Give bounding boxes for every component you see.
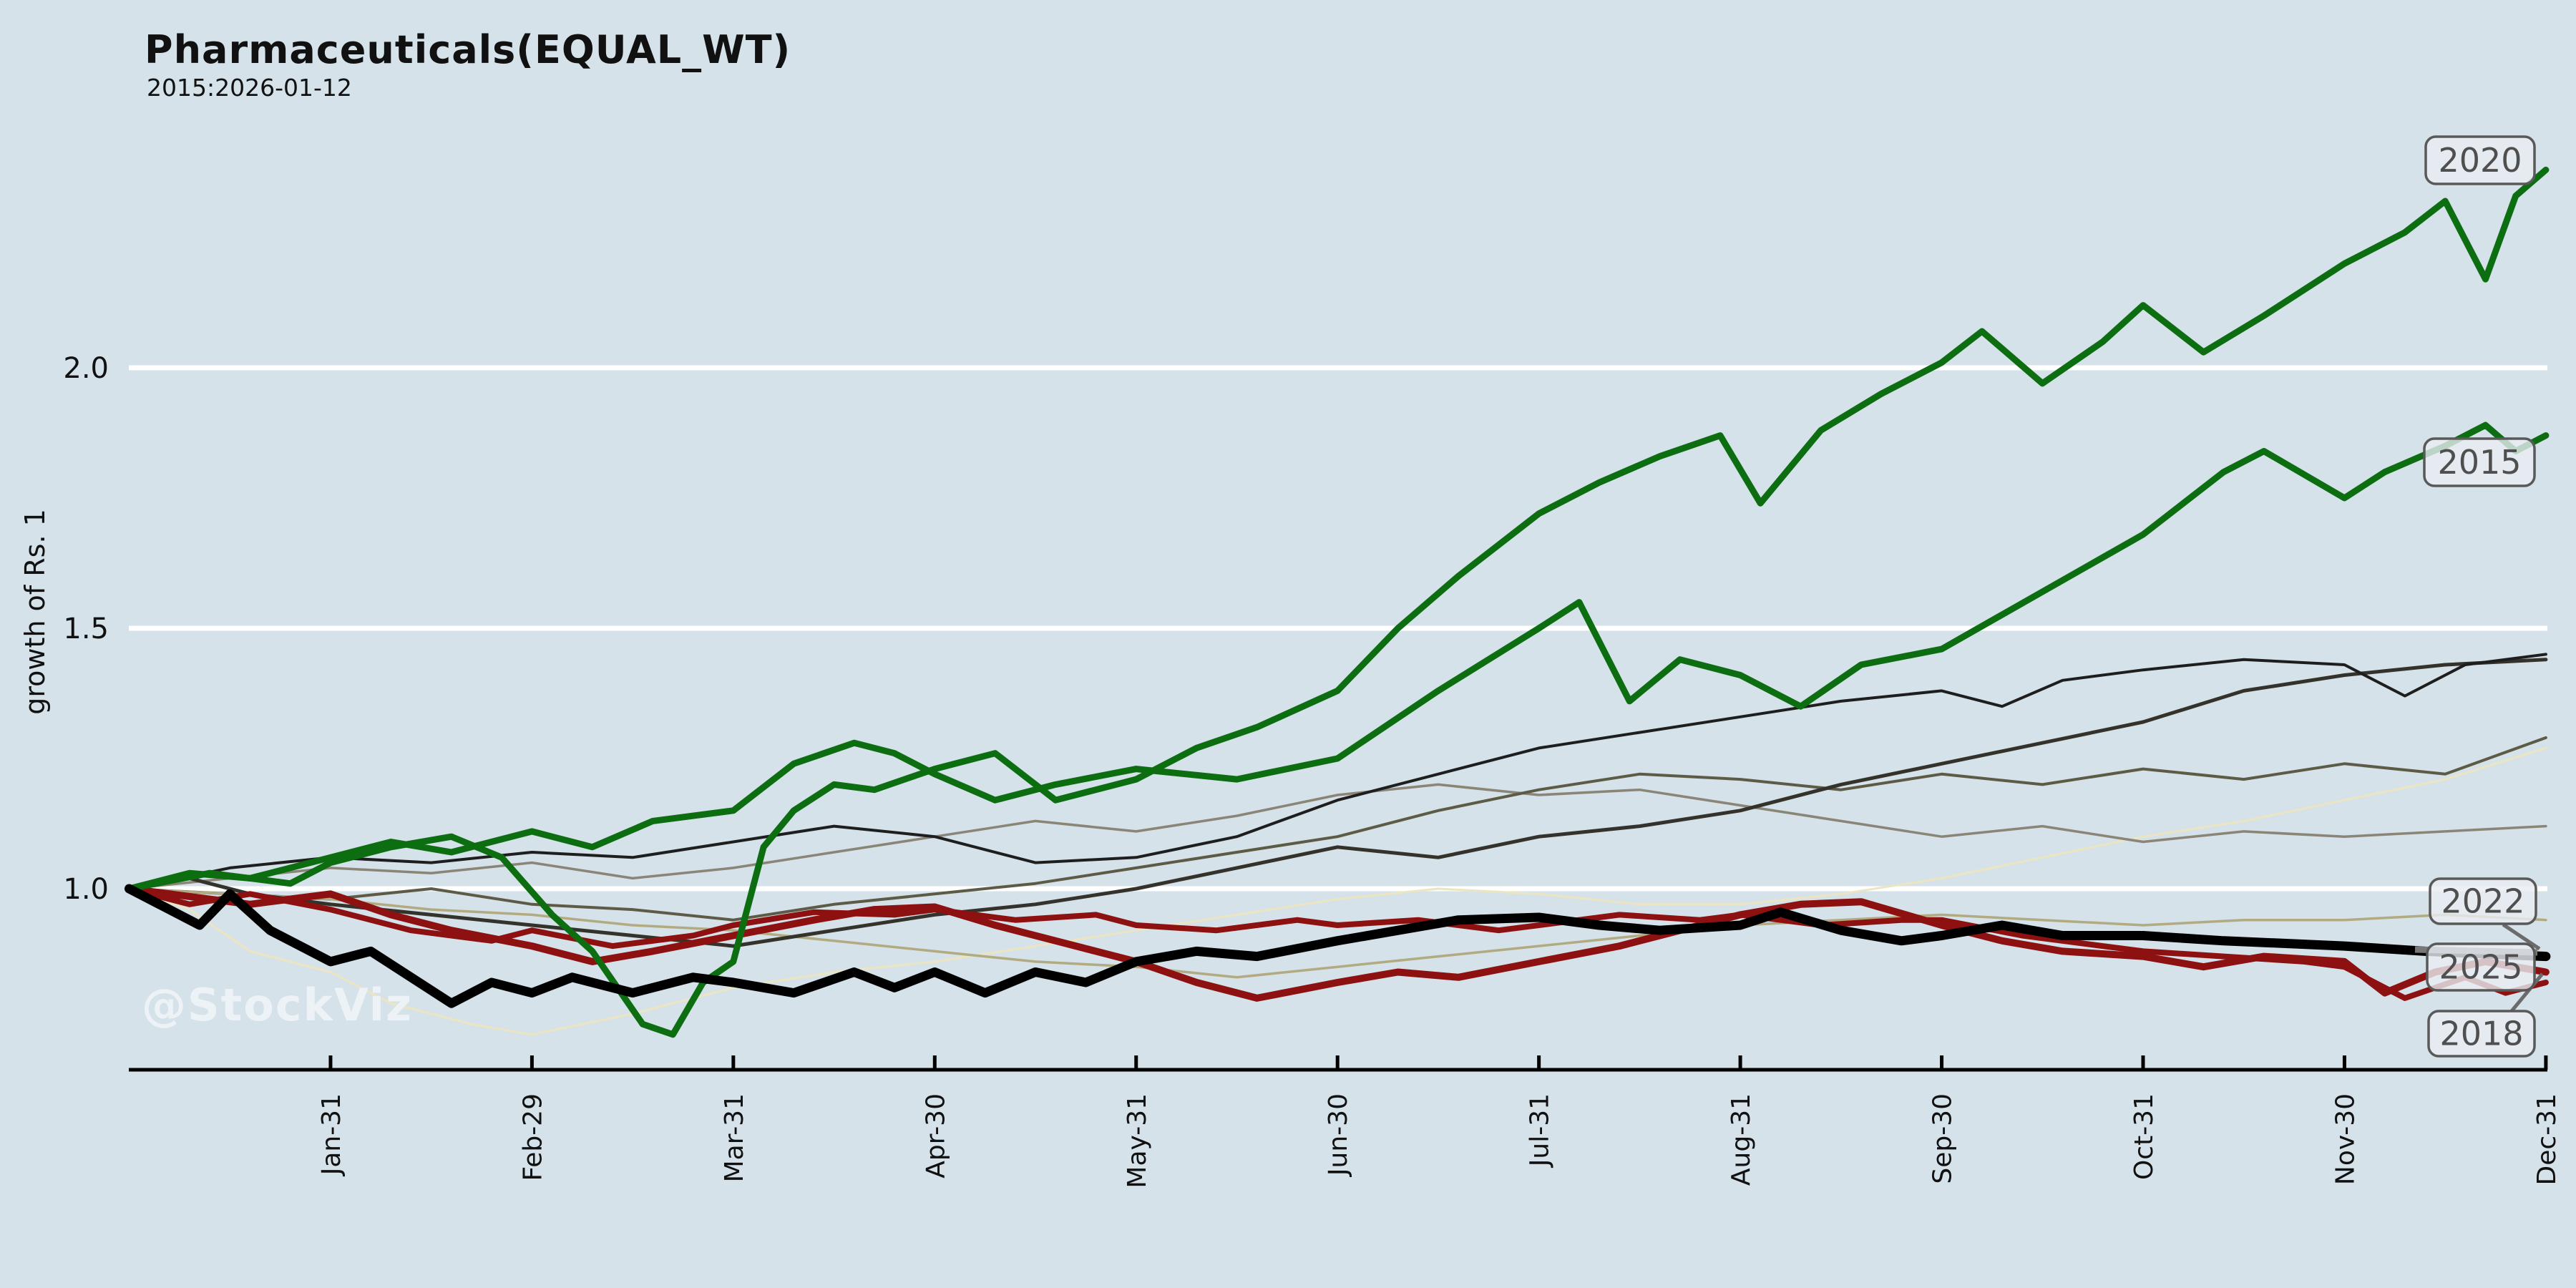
x-tick-label-Jan-31: Jan-31 bbox=[317, 1093, 346, 1176]
series-line-unlabeled-thin-dark-a bbox=[127, 653, 2547, 890]
year-badge-box-2022 bbox=[2429, 877, 2537, 925]
year-badge-box-2020 bbox=[2424, 135, 2536, 185]
x-tick-label-Apr-30: Apr-30 bbox=[921, 1093, 950, 1179]
leader-2018 bbox=[2510, 972, 2544, 1013]
leader-2022 bbox=[2502, 922, 2541, 951]
year-badge-label-2025: 2025 bbox=[2439, 948, 2522, 987]
series-line-unlabeled-warm-gray bbox=[127, 783, 2547, 890]
year-badge-label-2022: 2022 bbox=[2441, 882, 2524, 921]
series-line-unlabeled-thin-dark-b bbox=[127, 658, 2548, 948]
x-tick-label-Feb-29: Feb-29 bbox=[518, 1093, 547, 1181]
series-line-unlabeled-thin-cream bbox=[128, 746, 2547, 1036]
year-badge-label-2018: 2018 bbox=[2439, 1015, 2523, 1053]
year-badge-label-2020: 2020 bbox=[2438, 141, 2522, 180]
year-badge-box-2025 bbox=[2426, 942, 2536, 992]
y-tick-label-1.0: 1.0 bbox=[63, 873, 109, 906]
year-badge-box-2015 bbox=[2423, 437, 2536, 487]
series-line-2018 bbox=[125, 885, 2550, 1002]
x-tick-label-Dec-31: Dec-31 bbox=[2532, 1093, 2562, 1185]
chart-subtitle: 2015:2026-01-12 bbox=[147, 74, 352, 102]
chart-title: Pharmaceuticals(EQUAL_WT) bbox=[145, 27, 791, 72]
year-badge-box-2018 bbox=[2427, 1010, 2536, 1058]
x-tick-label-Mar-31: Mar-31 bbox=[720, 1093, 749, 1182]
series-line-unlabeled-olive bbox=[127, 736, 2547, 922]
series-line-2020 bbox=[126, 166, 2550, 1038]
series-line-unlabeled-dark-red bbox=[126, 886, 2549, 1001]
stockviz-watermark: @StockViz bbox=[142, 979, 414, 1031]
x-tick-label-Jun-30: Jun-30 bbox=[1324, 1093, 1353, 1177]
year-badge-label-2015: 2015 bbox=[2437, 443, 2521, 482]
x-tick-label-Oct-31: Oct-31 bbox=[2129, 1093, 2159, 1180]
series-line-2025 bbox=[125, 884, 2551, 1008]
y-tick-label-2.0: 2.0 bbox=[63, 352, 109, 385]
series-line-2015 bbox=[126, 421, 2550, 892]
x-tick-label-May-31: May-31 bbox=[1123, 1093, 1152, 1189]
x-tick-label-Aug-31: Aug-31 bbox=[1727, 1093, 1756, 1186]
x-tick-label-Jul-31: Jul-31 bbox=[1526, 1093, 1555, 1168]
x-tick-label-Nov-30: Nov-30 bbox=[2331, 1093, 2360, 1185]
series-line-2022 bbox=[127, 887, 2547, 979]
y-tick-label-1.5: 1.5 bbox=[63, 613, 109, 645]
x-tick-label-Sep-30: Sep-30 bbox=[1928, 1093, 1958, 1184]
y-axis-label: growth of Rs. 1 bbox=[19, 509, 51, 715]
